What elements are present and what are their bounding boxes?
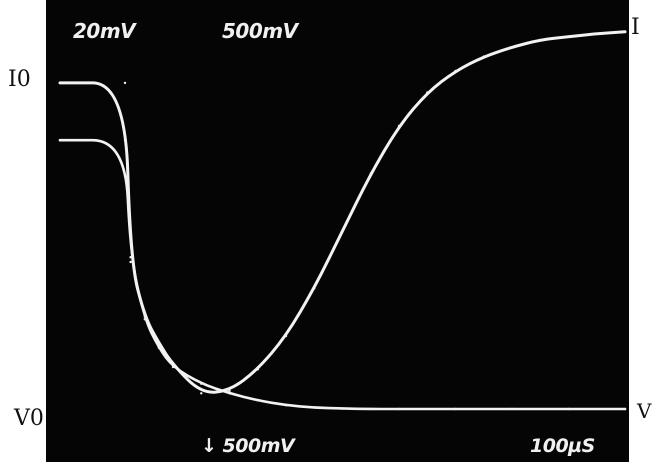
screen-area	[46, 0, 629, 462]
trace-point-voltage-16	[567, 407, 570, 411]
trace-point-current-19	[567, 35, 570, 38]
trace-point-voltage-8	[256, 399, 259, 402]
trace-point-current-10	[313, 287, 316, 290]
trace-point-voltage-14	[454, 407, 457, 411]
trace-point-current-2	[129, 260, 132, 264]
trace-point-current-16	[482, 55, 485, 58]
trace-point-voltage-15	[510, 407, 514, 411]
trace-point-current-15	[454, 69, 457, 73]
trace-point-current-6	[200, 392, 203, 395]
ch1-scale-readout: 20mV	[73, 19, 137, 43]
trace-point-current-12	[369, 172, 372, 175]
trace-point-voltage-6	[200, 382, 203, 385]
trace-point-voltage-4	[157, 346, 161, 350]
trace-point-voltage-12	[369, 407, 372, 411]
trace-point-voltage-3	[143, 318, 146, 321]
trace-point-voltage-11	[341, 407, 344, 410]
trace-point-current-20	[595, 32, 598, 35]
trace-point-voltage-7	[228, 392, 231, 395]
trace-point-current-21	[623, 30, 627, 33]
current-start-label-text: I0	[8, 67, 31, 92]
voltage-start-label: V0	[13, 406, 44, 431]
trace-point-current-14	[426, 91, 429, 94]
trace-point-voltage-17	[623, 407, 627, 411]
trigger-readout: ↓ 500mV	[201, 435, 296, 457]
trace-point-current-18	[539, 38, 542, 42]
voltage-start-label-text: V0	[13, 406, 44, 431]
trace-point-current-0	[58, 81, 62, 85]
timebase-readout: 100µS	[530, 435, 595, 457]
trace-point-voltage-9	[284, 404, 288, 407]
current-end-label: I	[631, 15, 640, 40]
ch2-scale-readout: 500mV	[222, 19, 300, 43]
trace-point-voltage-10	[313, 406, 316, 409]
trace-point-voltage-1	[123, 139, 127, 142]
trace-point-current-17	[510, 45, 514, 49]
trace-point-voltage-2	[129, 256, 132, 259]
traces-layer	[58, 30, 627, 411]
trace-point-current-8	[256, 368, 259, 371]
trace-point-voltage-0	[58, 139, 62, 142]
trace-point-current-9	[284, 334, 288, 338]
trace-voltage	[58, 138, 627, 411]
trace-point-current-11	[341, 229, 344, 233]
left-side-labels: I0 V0	[8, 67, 44, 431]
current-start-label: I0	[8, 67, 31, 92]
trace-point-voltage-13	[397, 407, 401, 411]
trace-point-current-13	[397, 124, 401, 128]
right-side-labels: I V	[631, 15, 652, 423]
voltage-end-label: V	[636, 399, 652, 423]
oscilloscope-screen	[46, 0, 629, 462]
trace-point-current-1	[123, 81, 127, 85]
trace-point-voltage-5	[171, 365, 175, 369]
